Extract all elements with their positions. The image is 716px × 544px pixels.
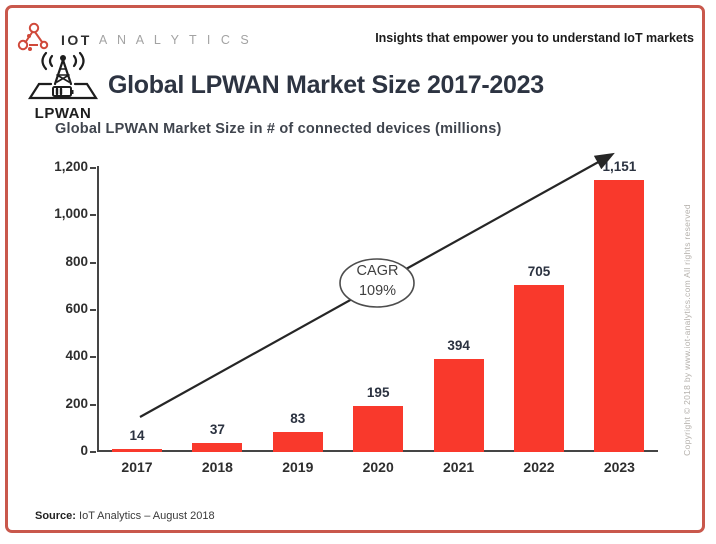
lpwan-label: LPWAN (34, 105, 92, 122)
bar-2018 (192, 443, 243, 452)
y-axis-tick-label: 800 (65, 253, 88, 269)
y-axis-tick-label: 200 (65, 395, 88, 411)
y-axis-tick-mark (90, 451, 96, 453)
bar-2020 (353, 405, 404, 452)
cagr-line1: CAGR (356, 263, 399, 279)
bar-value-label: 195 (366, 384, 390, 400)
x-axis-tick-label: 2019 (282, 459, 314, 475)
bar-value-label: 394 (447, 337, 470, 353)
logo-text-primary: IOT (61, 31, 92, 48)
bar-2021 (433, 358, 484, 452)
bar-value-label: 14 (129, 427, 145, 443)
company-logo: IOT A N A L Y T I C S (16, 21, 252, 58)
y-axis-tick-label: 400 (65, 348, 88, 364)
x-axis-tick-label: 2023 (603, 459, 635, 475)
source-text: IoT Analytics – August 2018 (75, 510, 215, 522)
cagr-line2: 109% (358, 283, 397, 299)
y-axis-tick-label: 0 (80, 443, 88, 458)
x-axis-tick-label: 2018 (201, 459, 233, 475)
y-axis-tick-mark (90, 167, 96, 169)
page-title: Global LPWAN Market Size 2017-2023 (108, 71, 544, 99)
y-axis-tick-mark (90, 356, 96, 359)
bar-2022 (514, 285, 564, 452)
y-axis-tick-mark (90, 261, 96, 264)
y-axis-tick-mark (90, 214, 96, 217)
copyright-note: Copyright © 2018 by www.iot-analytics.co… (682, 204, 692, 456)
logo-text-secondary: A N A L Y T I C S (98, 32, 253, 47)
bar-value-label: 83 (290, 411, 306, 427)
bar-2023 (594, 179, 645, 452)
x-axis-tick-label: 2020 (362, 459, 394, 475)
y-axis-tick-label: 1,200 (54, 159, 88, 174)
bar-value-label: 1,151 (602, 158, 637, 174)
chart-title: Global LPWAN Market Size in # of connect… (55, 121, 502, 137)
bar-value-label: 705 (527, 264, 551, 280)
bar-2017 (112, 448, 162, 452)
lpwan-antenna-icon (22, 51, 104, 106)
y-axis-tick-mark (90, 403, 96, 406)
source-line: Source: IoT Analytics – August 2018 (35, 510, 215, 522)
y-axis-tick-label: 600 (65, 301, 88, 316)
network-nodes-icon (16, 21, 54, 58)
y-axis-tick-label: 1,000 (54, 206, 88, 222)
bar-2019 (272, 432, 323, 452)
x-axis-tick-label: 2022 (523, 459, 555, 475)
bar-value-label: 37 (209, 422, 225, 438)
source-label: Source: (35, 510, 76, 522)
lpwan-logo-block: LPWAN (18, 50, 108, 122)
y-axis-tick-mark (90, 309, 96, 311)
cagr-annotation: CAGR 109% (340, 261, 415, 301)
x-axis-tick-label: 2017 (121, 459, 153, 475)
tagline: Insights that empower you to understand … (375, 31, 694, 45)
x-axis-tick-label: 2021 (443, 459, 475, 475)
